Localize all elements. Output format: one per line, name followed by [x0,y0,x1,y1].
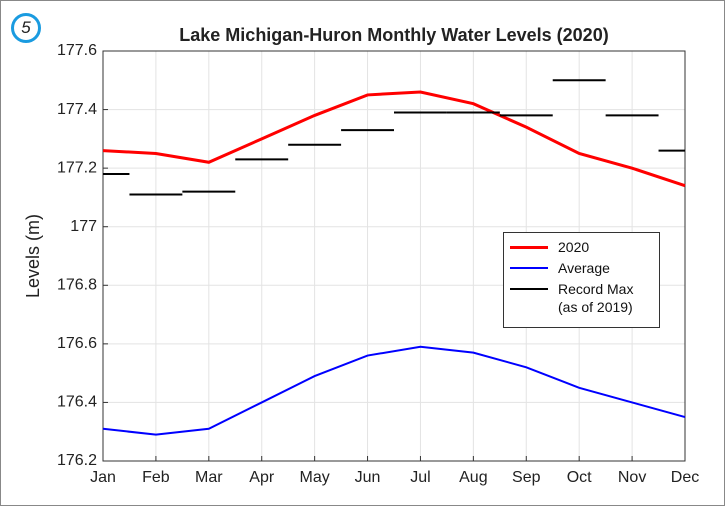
x-tick-label: Mar [195,469,223,486]
x-tick-label: Sep [512,469,541,486]
x-tick-label: May [300,469,330,486]
legend-swatch [510,267,548,269]
x-tick-label: Feb [142,469,170,486]
x-tick-label: Dec [671,469,699,486]
x-tick-label: Jul [410,469,430,486]
y-tick-label: 176.2 [57,452,97,469]
y-axis-label: Levels (m) [23,214,43,298]
y-tick-label: 176.6 [57,335,97,352]
y-tick-label: 177.2 [57,159,97,176]
y-tick-label: 176.8 [57,277,97,294]
series-line [102,345,686,436]
chart-title: Lake Michigan-Huron Monthly Water Levels… [179,25,608,45]
series-line [102,90,686,188]
legend: 2020 Average Record Max (as of 2019) [503,232,660,328]
badge: 5 [11,13,41,43]
legend-label: Average [558,260,610,276]
x-tick-label: Nov [618,469,646,486]
legend-entry: Average [510,259,653,277]
y-tick-label: 177 [70,218,97,235]
legend-swatch [510,246,548,249]
y-tick-label: 177.6 [57,42,97,59]
x-tick-label: Oct [567,469,592,486]
plot-area [102,50,686,462]
legend-label: 2020 [558,239,590,255]
x-tick-label: Aug [459,469,487,486]
x-tick-label: Jan [90,469,116,486]
y-tick-label: 177.4 [57,101,97,118]
legend-entry: 2020 [510,238,653,256]
x-tick-label: Jun [355,469,381,486]
x-tick-label: Apr [249,469,275,486]
legend-entry: Record Max (as of 2019) [510,280,653,316]
legend-swatch [510,288,548,290]
legend-label: Record Max (as of 2019) [558,281,634,315]
y-tick-label: 176.4 [57,394,97,411]
